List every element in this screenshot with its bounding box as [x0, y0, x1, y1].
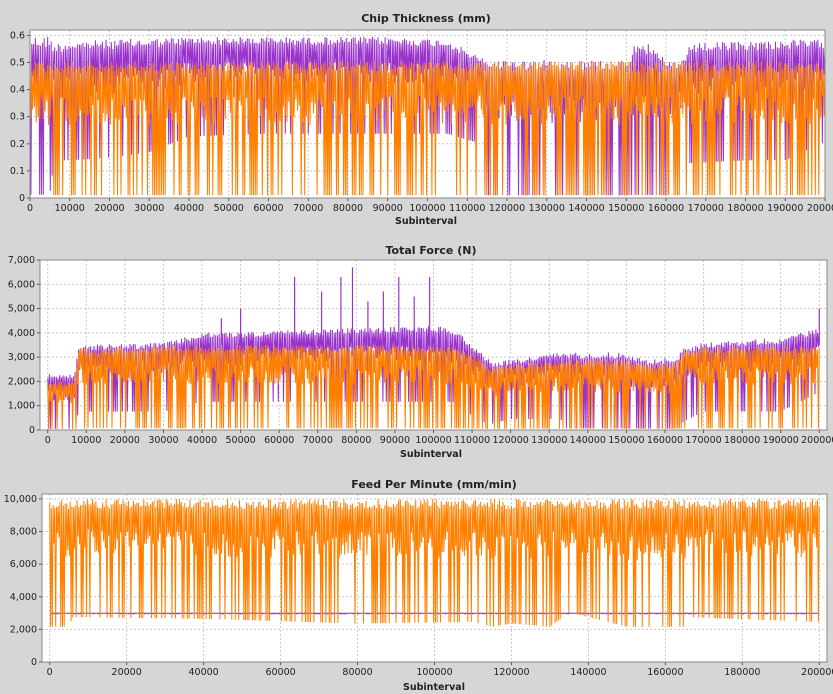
x-tick-label: 160000 [647, 435, 683, 446]
x-tick-label: 120000 [489, 203, 525, 214]
x-tick-label: 70000 [303, 435, 333, 446]
y-tick-label: 0 [29, 425, 35, 436]
series-group [47, 267, 820, 430]
x-tick-label: 40000 [189, 667, 219, 678]
y-tick-label: 3,000 [8, 352, 35, 363]
x-tick-label: 20000 [110, 435, 140, 446]
y-tick-label: 10,000 [4, 494, 37, 505]
y-tick-label: 4,000 [10, 592, 37, 603]
plot-border [39, 259, 828, 431]
x-tick-label: 190000 [767, 203, 803, 214]
x-tick-label: 130000 [529, 203, 565, 214]
series-group [49, 498, 820, 627]
total-force-chart: Total Force (N) Subinterval 0 10000 20000 3… [8, 244, 833, 460]
y-tick-label: 0.3 [10, 112, 25, 123]
series-line [30, 36, 825, 196]
x-tick-label: 180000 [727, 203, 763, 214]
y-tick-label: 7,000 [8, 255, 35, 266]
chart-title: Feed Per Minute (mm/min) [351, 478, 516, 491]
y-tick-label: 0.2 [10, 139, 25, 150]
chip-thickness-chart: Chip Thickness (mm) Subinterval 0 10000 20… [10, 12, 833, 227]
x-tick-label: 50000 [214, 203, 244, 214]
y-tick-label: 0 [19, 193, 25, 204]
x-tick-label: 0 [27, 203, 33, 214]
x-tick-label: 30000 [148, 435, 178, 446]
x-tick-label: 170000 [688, 203, 724, 214]
y-tick-label: 1,000 [8, 401, 35, 412]
y-tick-label: 2,000 [10, 624, 37, 635]
series-line [47, 326, 820, 429]
series-line [49, 612, 820, 615]
y-tick-label: 0.5 [10, 58, 25, 69]
x-tick-label: 80000 [341, 435, 371, 446]
x-tick-label: 30000 [134, 203, 164, 214]
x-tick-label: 150000 [608, 435, 644, 446]
x-tick-label: 60000 [264, 435, 294, 446]
x-tick-label: 60000 [253, 203, 283, 214]
x-tick-label: 10000 [55, 203, 85, 214]
x-tick-label: 100000 [415, 435, 451, 446]
x-tick-label: 120000 [493, 667, 529, 678]
x-tick-label: 150000 [608, 203, 644, 214]
x-tick-label: 160000 [648, 203, 684, 214]
y-tick-label: 5,000 [8, 304, 35, 315]
x-tick-label: 90000 [380, 435, 410, 446]
x-tick-label: 0 [47, 667, 53, 678]
x-tick-label: 60000 [265, 667, 295, 678]
x-tick-label: 110000 [454, 435, 490, 446]
y-tick-label: 4,000 [8, 328, 35, 339]
x-tick-label: 180000 [724, 667, 760, 678]
x-axis-label: Subinterval [395, 216, 457, 227]
x-tick-label: 130000 [531, 435, 567, 446]
x-tick-label: 20000 [112, 667, 142, 678]
series-line [30, 61, 825, 196]
x-tick-label: 140000 [568, 203, 604, 214]
plot-border [29, 29, 826, 199]
x-tick-label: 120000 [493, 435, 529, 446]
x-tick-label: 140000 [570, 667, 606, 678]
x-tick-label: 100000 [416, 667, 452, 678]
x-axis-label: Subinterval [403, 682, 465, 693]
x-axis-label: Subinterval [400, 449, 462, 460]
x-tick-label: 80000 [342, 667, 372, 678]
x-tick-label: 90000 [373, 203, 403, 214]
x-tick-label: 190000 [763, 435, 799, 446]
plot-border [41, 493, 828, 663]
series-line [49, 498, 820, 627]
x-tick-label: 40000 [174, 203, 204, 214]
feed-per-minute-chart: Feed Per Minute (mm/min) Subinterval 0 20… [4, 478, 833, 693]
y-tick-label: 0.4 [10, 85, 25, 96]
x-tick-label: 70000 [293, 203, 323, 214]
x-tick-label: 110000 [449, 203, 485, 214]
y-tick-label: 2,000 [8, 376, 35, 387]
x-tick-label: 50000 [225, 435, 255, 446]
x-tick-label: 170000 [685, 435, 721, 446]
x-tick-label: 80000 [333, 203, 363, 214]
x-tick-label: 0 [45, 435, 51, 446]
x-tick-label: 180000 [724, 435, 760, 446]
chart-title: Total Force (N) [385, 244, 476, 257]
y-tick-label: 0 [31, 657, 37, 668]
x-tick-label: 140000 [570, 435, 606, 446]
y-tick-label: 6,000 [10, 559, 37, 570]
series-group [30, 36, 825, 196]
x-tick-label: 10000 [71, 435, 101, 446]
y-tick-label: 8,000 [10, 527, 37, 538]
x-tick-label: 100000 [409, 203, 445, 214]
y-tick-label: 6,000 [8, 279, 35, 290]
series-line [47, 345, 820, 430]
x-tick-label: 40000 [187, 435, 217, 446]
x-tick-label: 20000 [94, 203, 124, 214]
chart-title: Chip Thickness (mm) [361, 12, 491, 25]
x-tick-label: 160000 [647, 667, 683, 678]
y-tick-label: 0.1 [10, 166, 25, 177]
y-tick-label: 0.6 [10, 30, 25, 41]
